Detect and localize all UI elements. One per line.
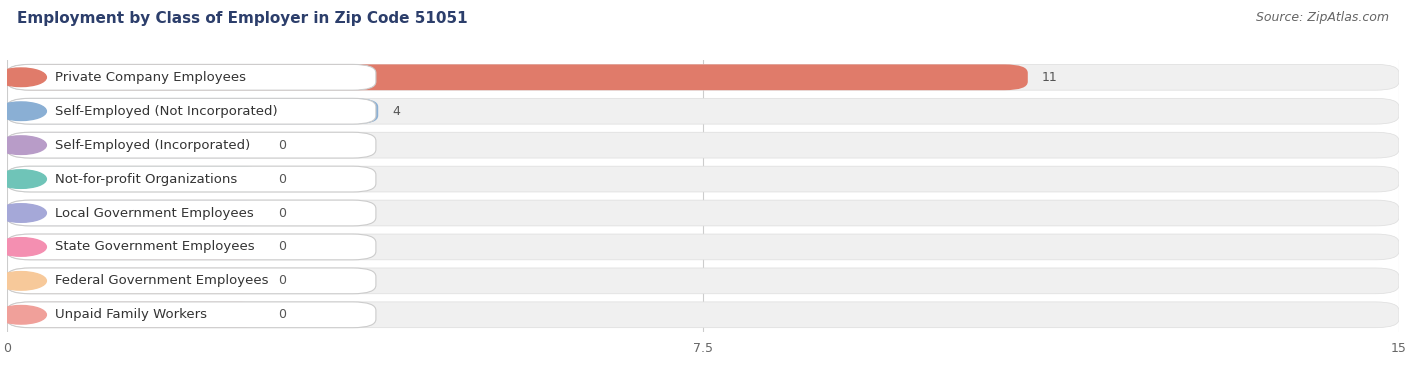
- Circle shape: [0, 204, 46, 222]
- Circle shape: [0, 170, 46, 188]
- Circle shape: [0, 305, 46, 324]
- FancyBboxPatch shape: [7, 200, 1399, 226]
- FancyBboxPatch shape: [7, 268, 375, 294]
- FancyBboxPatch shape: [7, 302, 375, 328]
- FancyBboxPatch shape: [7, 200, 264, 226]
- FancyBboxPatch shape: [7, 166, 375, 192]
- Circle shape: [0, 68, 46, 87]
- Text: Local Government Employees: Local Government Employees: [55, 207, 253, 219]
- Text: Federal Government Employees: Federal Government Employees: [55, 274, 269, 287]
- FancyBboxPatch shape: [7, 166, 1399, 192]
- Circle shape: [0, 271, 46, 290]
- FancyBboxPatch shape: [7, 64, 375, 90]
- Text: Private Company Employees: Private Company Employees: [55, 71, 246, 84]
- Circle shape: [0, 238, 46, 256]
- FancyBboxPatch shape: [7, 132, 264, 158]
- FancyBboxPatch shape: [7, 64, 1399, 90]
- FancyBboxPatch shape: [7, 132, 375, 158]
- Circle shape: [0, 136, 46, 155]
- Text: State Government Employees: State Government Employees: [55, 241, 254, 253]
- Text: 4: 4: [392, 105, 401, 118]
- FancyBboxPatch shape: [7, 98, 378, 124]
- FancyBboxPatch shape: [7, 268, 264, 294]
- Text: Source: ZipAtlas.com: Source: ZipAtlas.com: [1256, 11, 1389, 24]
- FancyBboxPatch shape: [7, 234, 1399, 260]
- FancyBboxPatch shape: [7, 64, 1028, 90]
- Text: 0: 0: [278, 241, 287, 253]
- Text: 0: 0: [278, 173, 287, 185]
- Circle shape: [0, 102, 46, 121]
- FancyBboxPatch shape: [7, 166, 264, 192]
- Text: 0: 0: [278, 207, 287, 219]
- FancyBboxPatch shape: [7, 234, 264, 260]
- Text: 0: 0: [278, 308, 287, 321]
- FancyBboxPatch shape: [7, 200, 375, 226]
- FancyBboxPatch shape: [7, 98, 1399, 124]
- Text: Not-for-profit Organizations: Not-for-profit Organizations: [55, 173, 238, 185]
- FancyBboxPatch shape: [7, 234, 375, 260]
- FancyBboxPatch shape: [7, 302, 264, 328]
- Text: Employment by Class of Employer in Zip Code 51051: Employment by Class of Employer in Zip C…: [17, 11, 468, 26]
- Text: 0: 0: [278, 274, 287, 287]
- Text: Self-Employed (Incorporated): Self-Employed (Incorporated): [55, 139, 250, 152]
- FancyBboxPatch shape: [7, 98, 375, 124]
- Text: Unpaid Family Workers: Unpaid Family Workers: [55, 308, 207, 321]
- FancyBboxPatch shape: [7, 132, 1399, 158]
- Text: Self-Employed (Not Incorporated): Self-Employed (Not Incorporated): [55, 105, 277, 118]
- FancyBboxPatch shape: [7, 268, 1399, 294]
- Text: 0: 0: [278, 139, 287, 152]
- Text: 11: 11: [1042, 71, 1057, 84]
- FancyBboxPatch shape: [7, 302, 1399, 328]
